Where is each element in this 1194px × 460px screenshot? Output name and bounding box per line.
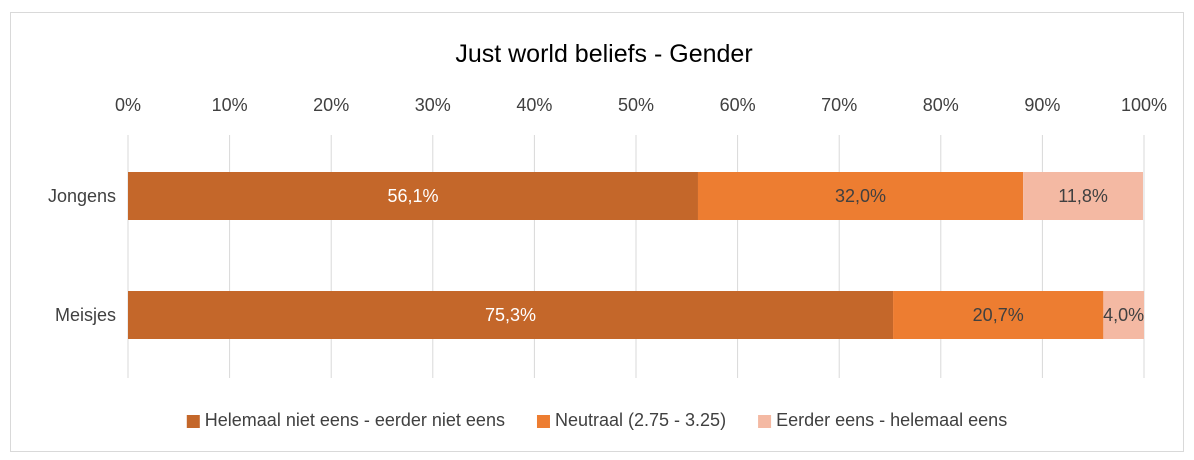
data-label: 75,3% xyxy=(485,305,536,325)
x-tick-label: 30% xyxy=(415,95,451,115)
x-tick-label: 60% xyxy=(720,95,756,115)
x-tick-label: 40% xyxy=(516,95,552,115)
data-label: 20,7% xyxy=(973,305,1024,325)
x-tick-label: 70% xyxy=(821,95,857,115)
chart-title: Just world beliefs - Gender xyxy=(455,40,752,68)
legend-swatch xyxy=(536,415,550,428)
legend-label: Neutraal (2.75 - 3.25) xyxy=(555,410,726,430)
gridlines xyxy=(127,135,1145,378)
x-tick-label: 10% xyxy=(212,95,248,115)
bar-segment xyxy=(893,291,1104,339)
x-tick-label: 90% xyxy=(1024,95,1060,115)
data-label: 56,1% xyxy=(387,186,438,206)
bar-segment xyxy=(1023,172,1143,220)
x-tick-label: 20% xyxy=(313,95,349,115)
x-tick-label: 50% xyxy=(618,95,654,115)
bar-segment xyxy=(1103,291,1144,339)
bar-segment xyxy=(128,291,894,339)
category-label: Jongens xyxy=(48,186,116,206)
bar-segment xyxy=(128,172,698,220)
x-tick-label: 80% xyxy=(923,95,959,115)
bars: 56,1% 32,0% 11,8% 75,3% 20,7% 4,0% xyxy=(128,172,1144,339)
chart-frame xyxy=(10,12,1184,452)
bar-segment xyxy=(697,172,1024,220)
data-label: 11,8% xyxy=(1058,186,1108,206)
data-label: 4,0% xyxy=(1103,305,1144,325)
x-axis-ticks: 0% 10% 20% 30% 40% 50% 60% 70% 80% 90% 100% xyxy=(115,95,1167,115)
x-tick-label: 0% xyxy=(115,95,141,115)
data-label: 32,0% xyxy=(835,186,886,206)
category-labels: Jongens Meisjes xyxy=(48,186,116,325)
legend-item: Helemaal niet eens - eerder niet eens xyxy=(186,410,505,430)
legend-label: Helemaal niet eens - eerder niet eens xyxy=(205,410,505,430)
legend-swatch xyxy=(758,415,772,428)
category-label: Meisjes xyxy=(55,305,116,325)
legend-label: Eerder eens - helemaal eens xyxy=(776,410,1007,430)
x-tick-label: 100% xyxy=(1121,95,1167,115)
legend: Helemaal niet eens - eerder niet eens Neu… xyxy=(186,410,1007,430)
legend-item: Eerder eens - helemaal eens xyxy=(758,410,1007,430)
legend-item: Neutraal (2.75 - 3.25) xyxy=(536,410,726,430)
legend-swatch xyxy=(186,415,200,428)
